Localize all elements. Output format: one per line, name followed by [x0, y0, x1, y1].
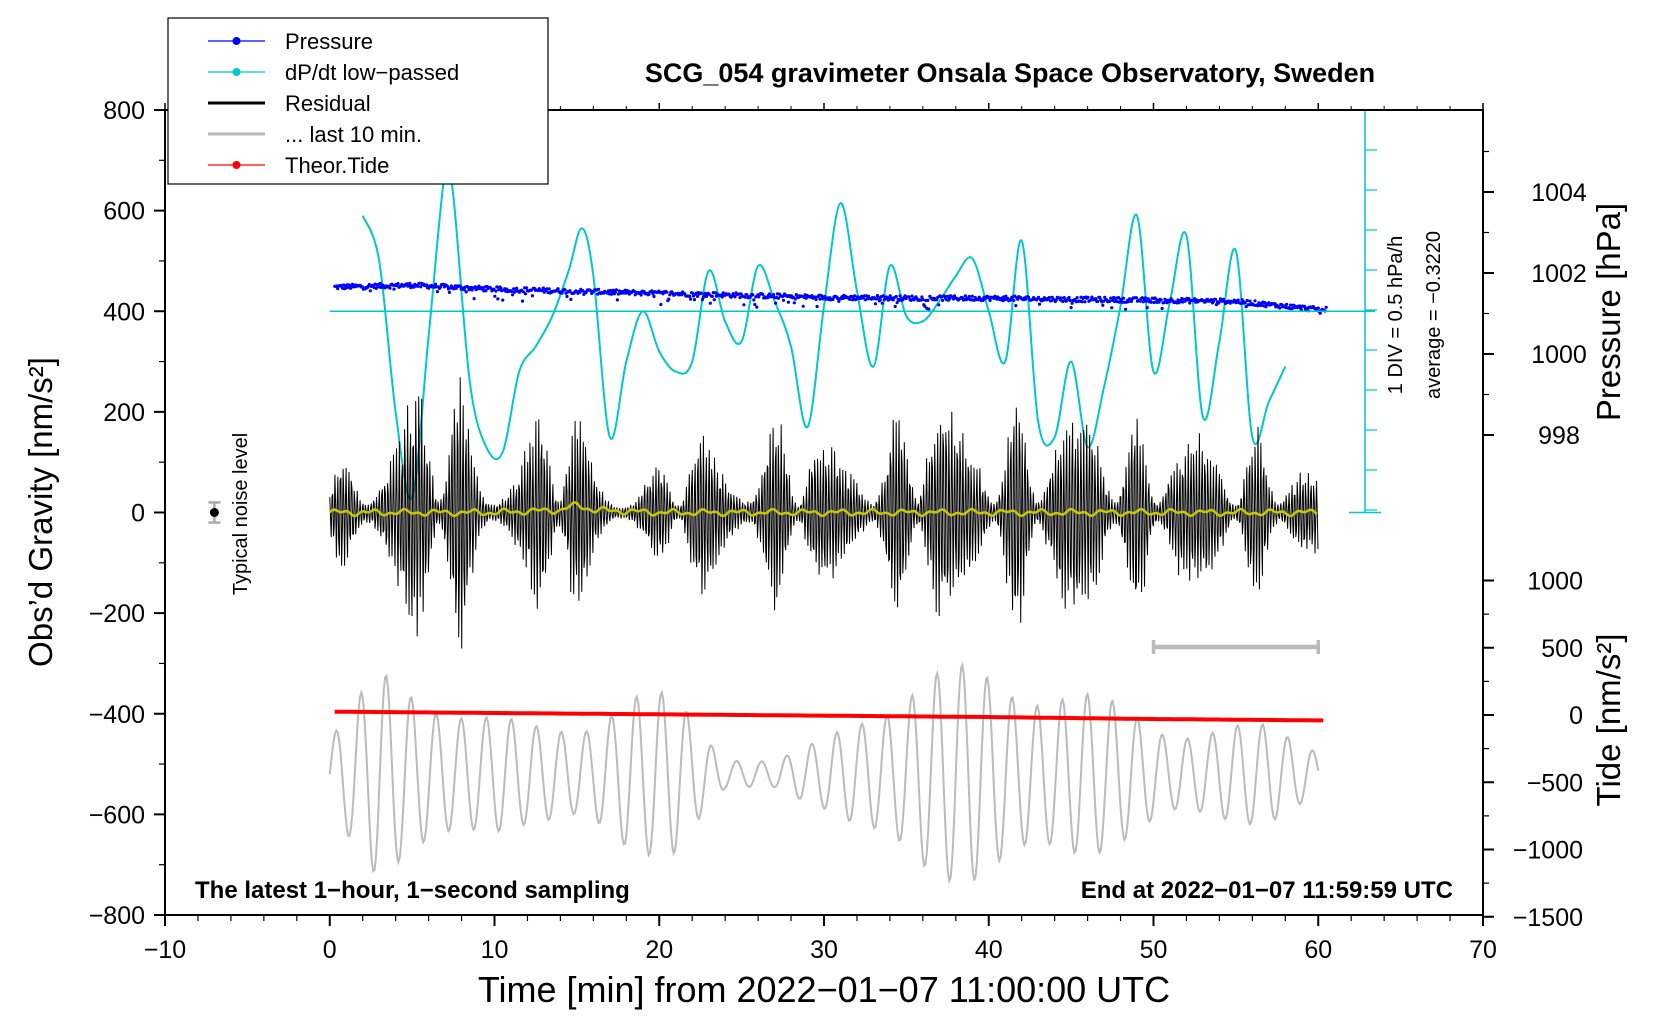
- pressure-tick-label: 1002: [1531, 260, 1587, 288]
- legend-entries: Pressure dP/dt low−passed Residual ... last…: [208, 29, 459, 178]
- tide-tick-label: 500: [1541, 635, 1583, 663]
- y-axis-label-pressure: Pressure [hPa]: [1590, 203, 1627, 421]
- residual-lowpass-line: [328, 501, 1318, 518]
- y-tick-label: −200: [89, 600, 145, 628]
- y-tick-label: 0: [131, 500, 145, 528]
- x-tick-label: 70: [1469, 936, 1497, 964]
- y-axis-gravity: −800 −600 −400 −200 0 200 400 600 800: [89, 97, 165, 930]
- x-tick-label: −10: [144, 936, 186, 964]
- y-tick-label: −400: [89, 701, 145, 729]
- chart-title: SCG_054 gravimeter Onsala Space Observat…: [645, 58, 1375, 88]
- noise-level-marker: [208, 501, 221, 524]
- y-axis-label-gravity-text: Obs’d Gravity [nm/s²]: [22, 357, 59, 667]
- residual-line: [329, 377, 1319, 649]
- tide-tick-label: 1000: [1527, 568, 1583, 596]
- residual-lowpass-series: [328, 501, 1318, 518]
- legend-label: Residual: [285, 91, 371, 116]
- x-tick-label: 60: [1304, 936, 1332, 964]
- x-tick-label: 40: [975, 936, 1003, 964]
- x-tick-label: 20: [645, 936, 673, 964]
- x-tick-label: 30: [810, 936, 838, 964]
- tide-tick-label: −500: [1527, 769, 1583, 797]
- pressure-tick-label: 998: [1538, 422, 1580, 450]
- last10-bar: [1151, 640, 1320, 654]
- annotation-sampling: The latest 1−hour, 1−second sampling: [195, 877, 630, 904]
- legend-marker: [232, 68, 241, 76]
- tide-line: [334, 709, 1324, 723]
- last10-line: [328, 661, 1320, 885]
- pressure-points: [333, 281, 1328, 315]
- y-tick-label: 600: [103, 198, 145, 226]
- y-axis-tide: −1500 −1000 −500 0 500 1000: [1483, 568, 1583, 932]
- x-tick-label: 50: [1140, 936, 1168, 964]
- annotation-average: average = −0.3220: [1423, 231, 1445, 399]
- pressure-tick-label: 1004: [1531, 179, 1587, 207]
- residual-series: [329, 377, 1319, 649]
- tide-tick-label: −1500: [1513, 904, 1583, 932]
- y-axis-label-gravity: Obs’d Gravity [nm/s²]: [22, 357, 59, 667]
- noise-point: [209, 508, 219, 517]
- tide-series: [334, 709, 1324, 723]
- legend-label: Theor.Tide: [285, 153, 389, 178]
- tide-tick-label: −1000: [1513, 837, 1583, 865]
- legend-box: [167, 17, 549, 185]
- y-tick-label: 400: [103, 298, 145, 326]
- legend-marker: [232, 161, 241, 169]
- legend-label: ... last 10 min.: [285, 122, 422, 147]
- x-tick-label: 0: [323, 936, 337, 964]
- y-axis-pressure: 998 1000 1002 1004: [1483, 150, 1587, 450]
- last10-series: [328, 661, 1320, 885]
- x-axis: −10 0 10 20 30 40 50 60 70: [144, 103, 1497, 964]
- tide-tick-label: 0: [1569, 702, 1583, 730]
- y-tick-label: −800: [89, 902, 145, 930]
- annotation-div-scale: 1 DIV = 0.5 hPa/h: [1385, 236, 1407, 394]
- x-axis-label: Time [min] from 2022−01−07 11:00:00 UTC: [478, 969, 1170, 1010]
- y-tick-label: 800: [103, 97, 145, 125]
- legend-label: dP/dt low−passed: [285, 60, 459, 85]
- x-tick-label: 10: [481, 936, 509, 964]
- annotation-noise-level: Typical noise level: [230, 433, 252, 595]
- legend-marker: [232, 37, 241, 45]
- y-tick-label: −600: [89, 801, 145, 829]
- pressure-series: [333, 281, 1328, 315]
- legend: Pressure dP/dt low−passed Residual ... last…: [167, 17, 549, 185]
- annotation-end-time: End at 2022−01−07 11:59:59 UTC: [1081, 877, 1453, 904]
- legend-label: Pressure: [285, 29, 373, 54]
- pressure-tick-label: 1000: [1531, 341, 1587, 369]
- y-tick-label: 200: [103, 399, 145, 427]
- y-axis-label-tide: Tide [nm/s²]: [1590, 634, 1627, 807]
